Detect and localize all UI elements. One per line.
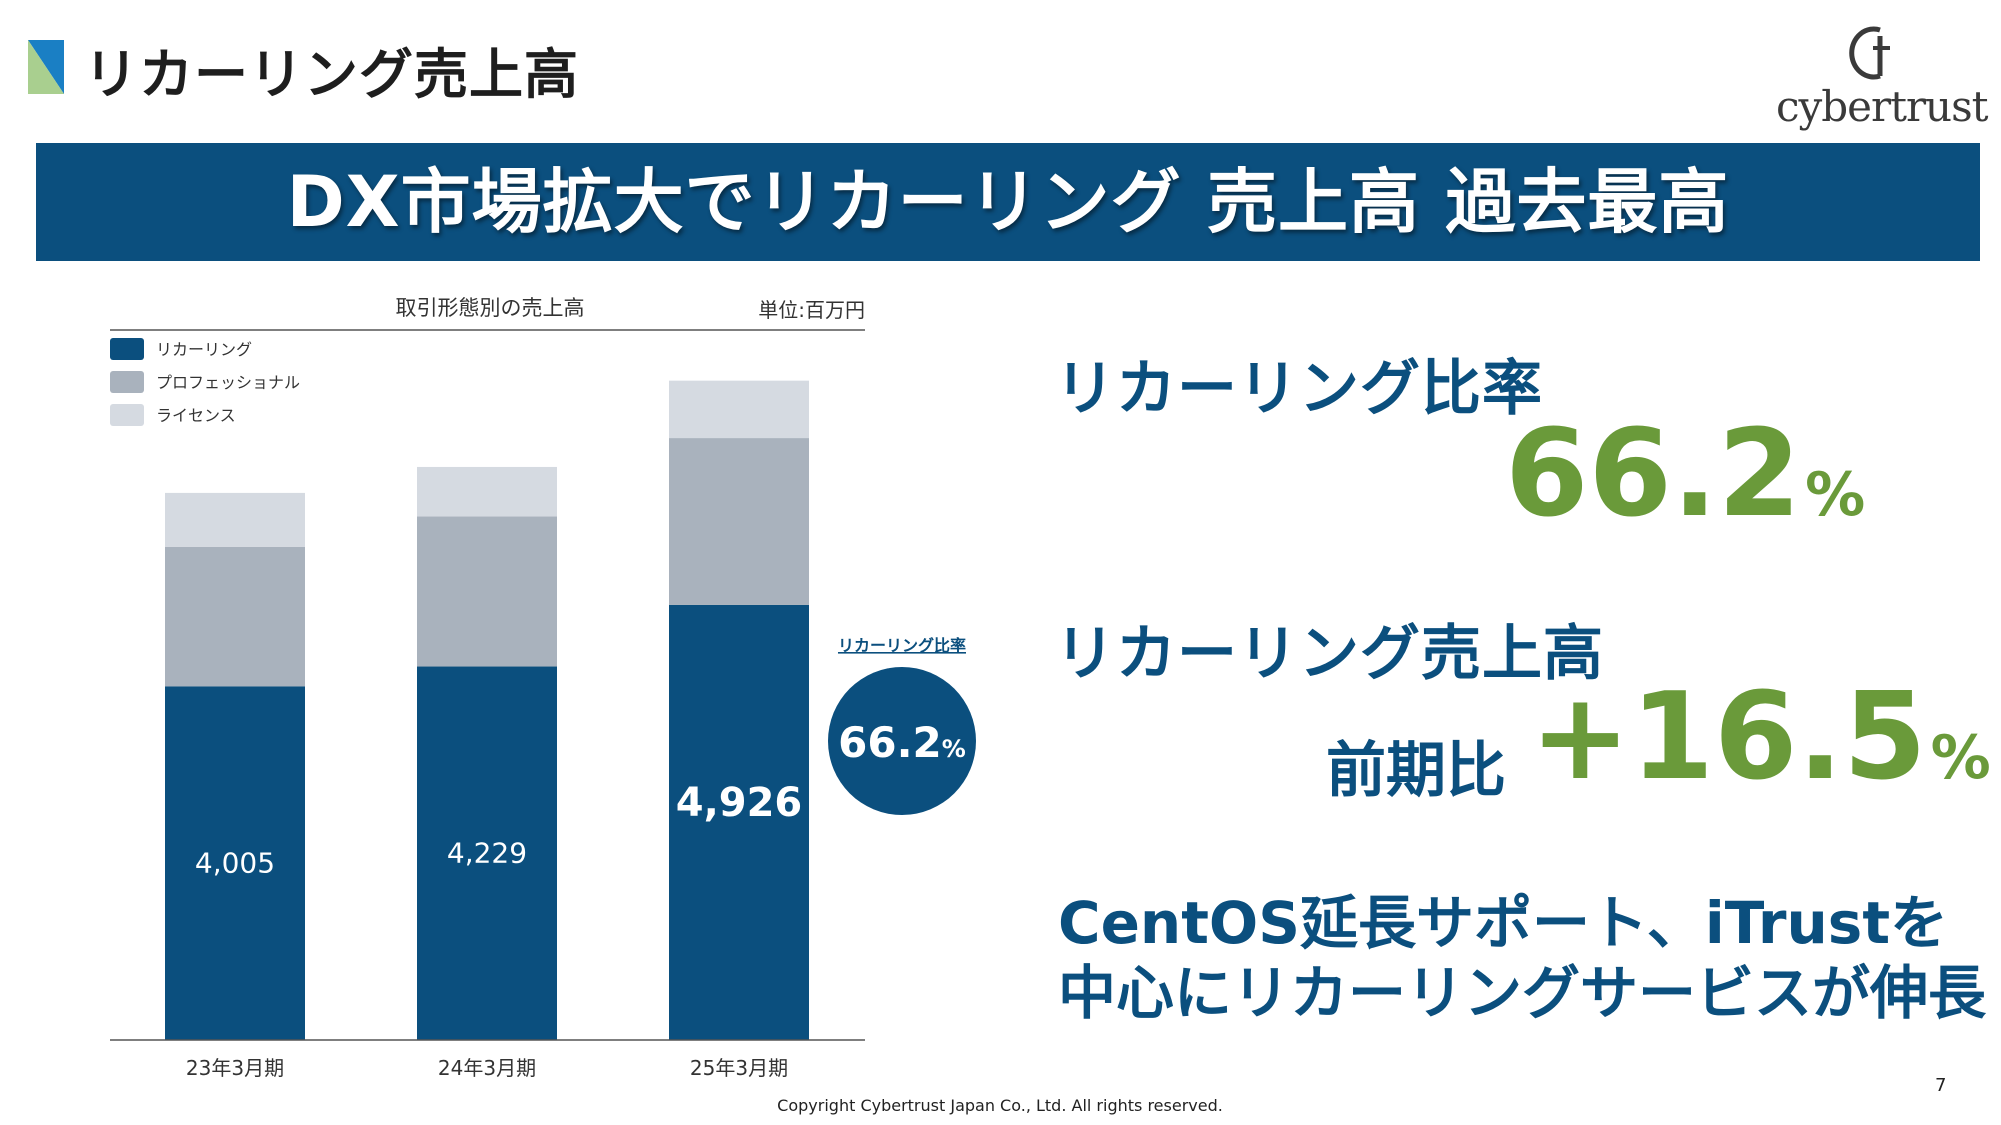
callout-value: 66.2% (838, 718, 966, 767)
bar-segment (417, 466, 557, 517)
bar-segment (417, 516, 557, 667)
x-axis-labels: 23年3月期 24年3月期 25年3月期 (186, 1056, 788, 1080)
legend-label: リカーリング (156, 340, 252, 359)
headline-text: DX市場拡大でリカーリング 売上高 過去最高 (286, 161, 1730, 243)
x-tick-label: 23年3月期 (186, 1056, 284, 1080)
legend-label: ライセンス (156, 406, 236, 425)
section-marker-icon (28, 40, 64, 94)
x-tick-label: 24年3月期 (438, 1056, 536, 1080)
legend-swatch (110, 404, 144, 426)
recurring-ratio-value: 66.2% (1505, 405, 1865, 544)
bar-value-label: 4,229 (447, 837, 527, 870)
ratio-number: 66.2 (1505, 405, 1802, 544)
bar-segment (669, 604, 809, 1040)
chart-unit: 単位:百万円 (758, 298, 865, 322)
page-number: 7 (1935, 1075, 1947, 1096)
bar-segment (165, 492, 305, 547)
headline-banner: DX市場拡大でリカーリング 売上高 過去最高 (36, 143, 1980, 261)
bar-segment (669, 438, 809, 605)
yoy-growth-value: +16.5% (1530, 668, 1991, 807)
legend-label: プロフェッショナル (156, 373, 300, 392)
bar-segment (165, 686, 305, 1040)
yoy-number: +16.5 (1530, 668, 1927, 807)
growth-note-line-1: CentOS延長サポート、iTrustを (1058, 889, 1949, 957)
logo-mark-icon (1849, 26, 1890, 80)
page-title: リカーリング売上高 (84, 43, 579, 106)
legend-swatch (110, 371, 144, 393)
bar-value-label: 4,926 (676, 780, 803, 826)
legend-swatch (110, 338, 144, 360)
logo-wordmark: cybertrust (1776, 82, 1989, 131)
bars: 4,005 4,229 4,926 (165, 380, 809, 1040)
x-tick-label: 25年3月期 (690, 1056, 788, 1080)
bar-segment (165, 546, 305, 687)
bar-segment (669, 380, 809, 439)
yoy-label: 前期比 (1326, 736, 1506, 806)
yoy-unit: % (1930, 723, 1991, 793)
recurring-ratio-callout: リカーリング比率 66.2% (828, 636, 976, 815)
callout-label: リカーリング比率 (838, 636, 966, 655)
company-logo: cybertrust (1776, 20, 1989, 135)
chart-title: 取引形態別の売上高 (395, 296, 585, 320)
bar-segment (417, 666, 557, 1040)
recurring-ratio-heading: リカーリング比率 (1055, 354, 1543, 424)
callout-circle (828, 667, 976, 815)
growth-note-line-2: 中心にリカーリングサービスが伸長 (1058, 959, 1987, 1027)
copyright-notice: Copyright Cybertrust Japan Co., Ltd. All… (777, 1096, 1223, 1115)
bar-value-label: 4,005 (195, 846, 275, 879)
ratio-unit: % (1805, 460, 1866, 530)
recurring-sales-heading: リカーリング売上高 (1055, 619, 1604, 689)
